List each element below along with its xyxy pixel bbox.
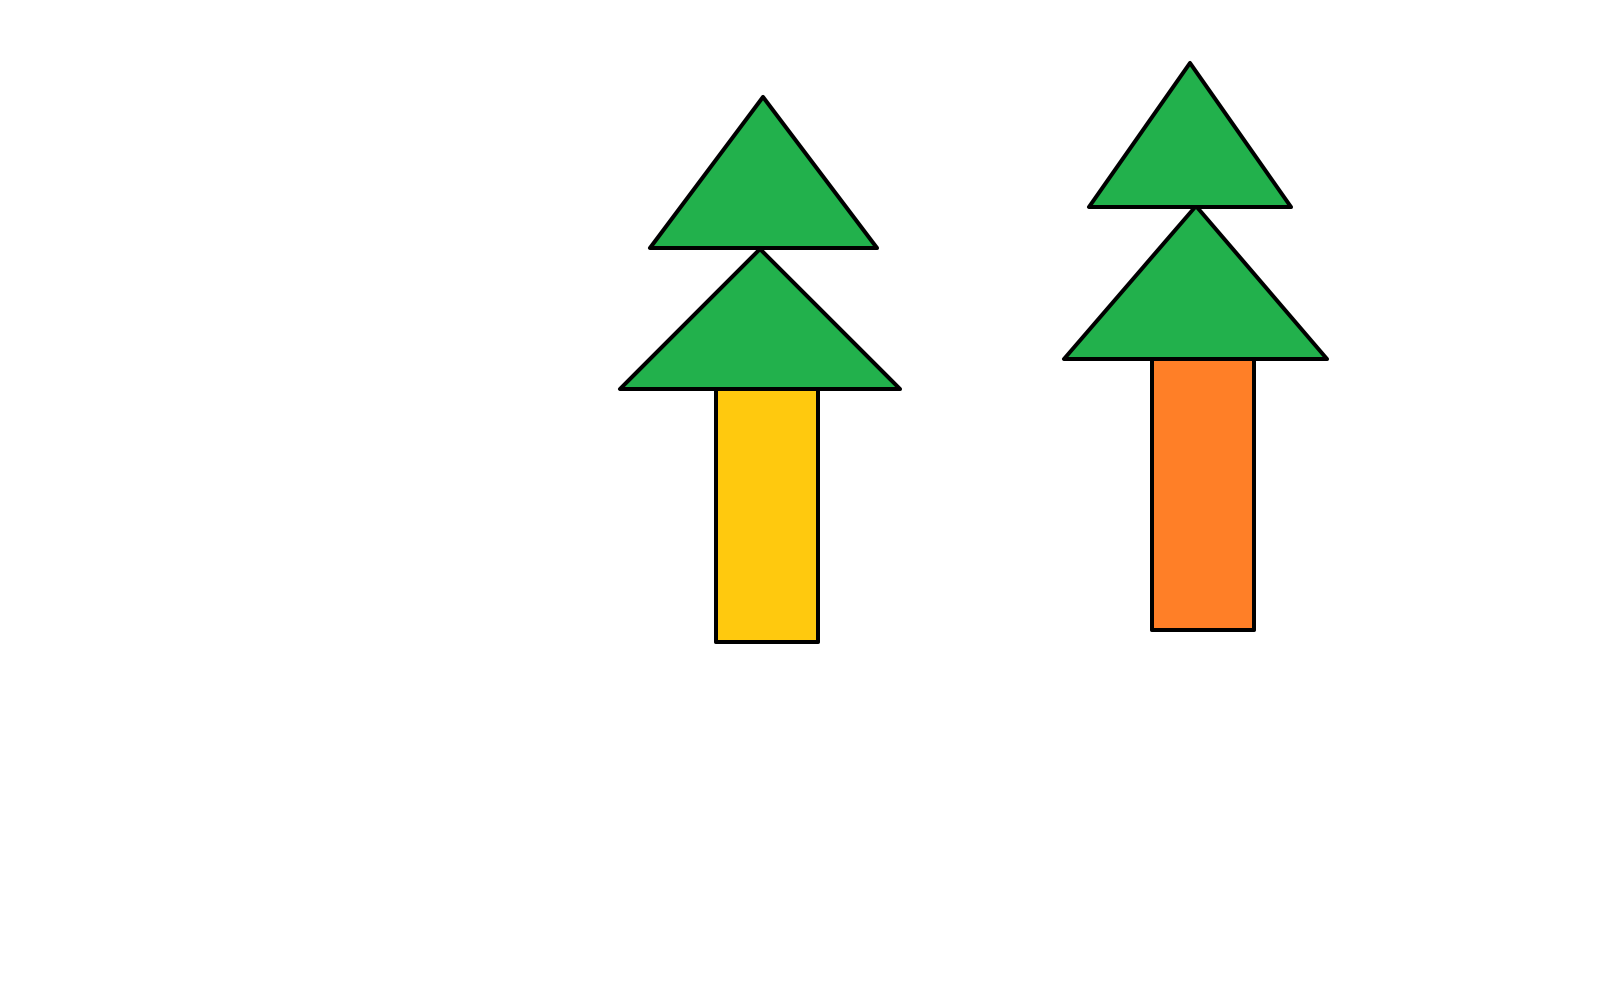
tree-left-lower-canopy bbox=[618, 247, 902, 391]
tree-right-upper-canopy bbox=[1087, 61, 1293, 209]
tree-right-trunk bbox=[1150, 357, 1256, 632]
tree-left bbox=[618, 95, 902, 644]
tree-right bbox=[1062, 61, 1329, 632]
tree-left-trunk bbox=[714, 387, 820, 644]
tree-left-upper-canopy bbox=[648, 95, 879, 250]
tree-right-lower-canopy bbox=[1062, 204, 1329, 361]
